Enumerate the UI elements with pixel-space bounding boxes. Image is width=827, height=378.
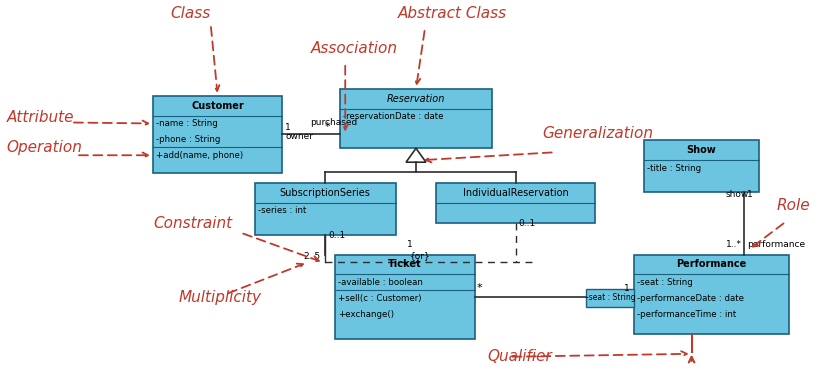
Bar [436,183,595,223]
Text: Multiplicity: Multiplicity [179,290,262,305]
Text: Show: Show [686,145,716,155]
Text: 0..1: 0..1 [328,231,346,240]
Text: -series : int: -series : int [257,206,306,215]
Text: *: * [477,283,482,293]
Bar [255,183,396,235]
Bar [340,89,492,148]
Text: performance: performance [747,240,805,249]
Text: +add(name, phone): +add(name, phone) [155,151,243,160]
Bar [335,254,475,339]
Text: 0..1: 0..1 [519,219,536,228]
Text: -seat : String: -seat : String [586,293,635,302]
Text: Reservation: Reservation [387,94,445,104]
Text: 2..5: 2..5 [304,253,321,262]
Bar [644,140,759,192]
Text: -phone : String: -phone : String [155,135,220,144]
Text: -title : String: -title : String [648,164,701,173]
Text: Abstract Class: Abstract Class [398,6,507,21]
Text: Ticket: Ticket [388,259,422,270]
Text: -performanceTime : int: -performanceTime : int [638,310,737,319]
Text: -available : boolean: -available : boolean [338,278,423,287]
Text: -name : String: -name : String [155,119,218,128]
Text: owner: owner [285,132,313,141]
Text: IndividualReservation: IndividualReservation [463,188,568,198]
Text: show: show [726,190,749,199]
Text: Performance: Performance [676,259,747,270]
Bar [153,96,283,173]
Text: 1: 1 [747,190,753,199]
Text: 1: 1 [285,124,291,132]
Text: 1..*: 1..* [726,240,742,249]
Text: -reservationDate : date: -reservationDate : date [343,112,444,121]
Text: Operation: Operation [7,140,82,155]
Text: -seat : String: -seat : String [638,278,693,287]
Bar [586,289,634,307]
Text: Class: Class [170,6,211,21]
Text: Qualifier: Qualifier [488,349,552,364]
Text: Customer: Customer [191,101,244,111]
Bar [634,254,789,334]
Text: {or}: {or} [410,251,431,260]
Text: Association: Association [310,41,397,56]
Text: *: * [324,122,330,132]
Text: Role: Role [777,198,810,213]
Text: Attribute: Attribute [7,110,74,125]
Text: +exchange(): +exchange() [338,310,394,319]
Text: Generalization: Generalization [543,126,653,141]
Text: Constraint: Constraint [153,216,232,231]
Text: purchased: purchased [310,118,357,127]
Text: -performanceDate : date: -performanceDate : date [638,294,744,303]
Text: 1: 1 [624,284,630,293]
Text: 1: 1 [407,240,413,249]
Text: SubscriptionSeries: SubscriptionSeries [280,188,370,198]
Text: +sell(c : Customer): +sell(c : Customer) [338,294,422,303]
